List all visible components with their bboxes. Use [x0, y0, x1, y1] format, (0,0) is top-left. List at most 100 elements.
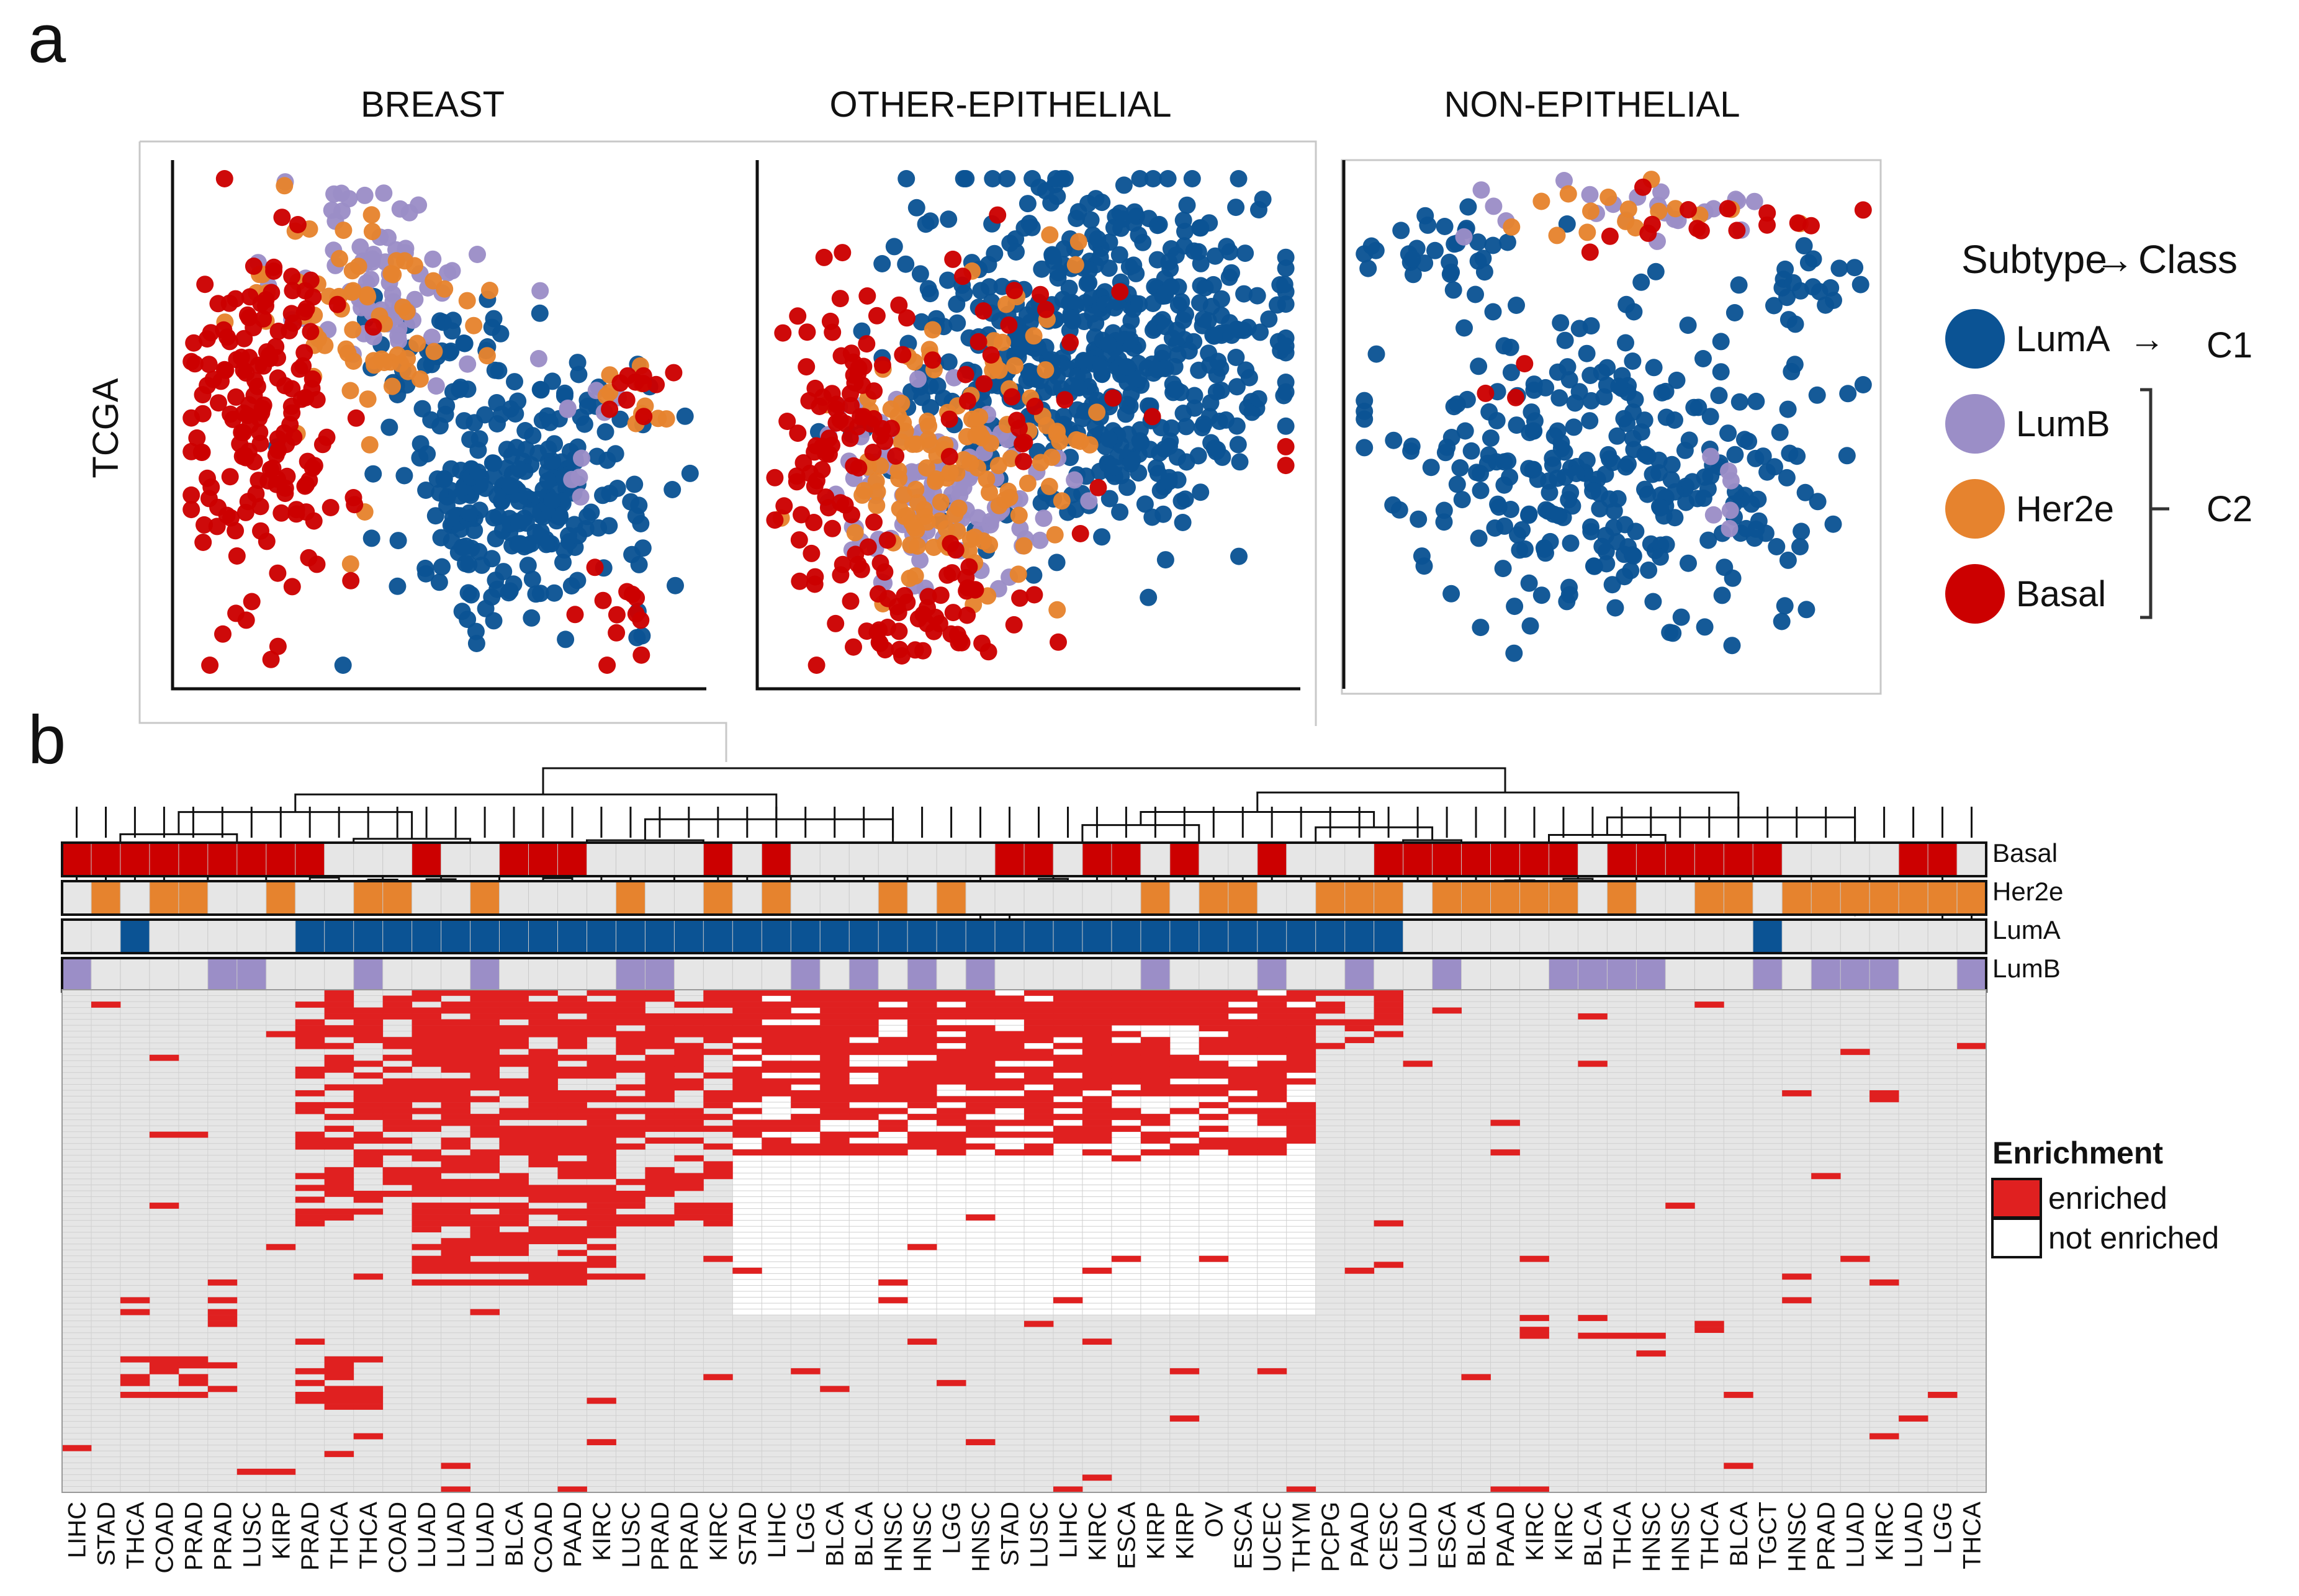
- heatmap-cell-enriched: [878, 1126, 908, 1132]
- anno-cell-lumb: [615, 957, 646, 992]
- heatmap-cell-enriched: [616, 1060, 646, 1067]
- point-basal: [618, 391, 636, 409]
- point-basal: [1056, 391, 1074, 409]
- point-basal: [858, 287, 876, 305]
- heatmap-cell-enriched: [266, 1244, 296, 1250]
- heatmap-cell-enriched: [762, 1049, 791, 1056]
- heatmap-cell-enriched: [412, 995, 441, 1002]
- point-luma: [569, 572, 587, 590]
- point-luma: [1163, 329, 1181, 347]
- point-luma: [1194, 419, 1211, 437]
- heatmap-cell-enriched: [1053, 1297, 1083, 1304]
- heatmap-cell-enriched: [966, 1126, 996, 1132]
- point-luma: [511, 535, 529, 553]
- enrichment-label-enriched: enriched: [2048, 1181, 2167, 1216]
- point-her2e: [1037, 361, 1055, 379]
- point-basal: [956, 365, 974, 383]
- anno-cell-her2e: [1752, 881, 1783, 915]
- heatmap-cell-enriched: [1024, 1002, 1054, 1008]
- point-basal: [831, 290, 849, 308]
- anno-cell-her2e: [295, 881, 325, 915]
- point-basal: [842, 397, 860, 415]
- point-luma: [1230, 170, 1248, 187]
- heatmap-cell-enriched: [1140, 1037, 1171, 1043]
- column-label: KIRC: [1550, 1502, 1578, 1561]
- heatmap-cell-enriched: [1082, 1019, 1112, 1026]
- point-luma: [1581, 412, 1599, 430]
- heatmap-cell-enriched: [470, 1155, 500, 1162]
- heatmap-cell-enriched: [295, 1143, 325, 1150]
- point-luma: [1206, 247, 1224, 265]
- point-basal: [295, 344, 313, 362]
- heatmap-cell-enriched: [1344, 1025, 1375, 1031]
- point-lumb: [559, 399, 577, 417]
- point-luma: [1712, 363, 1730, 381]
- heatmap-cell-enriched: [441, 1042, 470, 1049]
- point-basal: [283, 404, 301, 422]
- point-basal: [766, 468, 784, 486]
- heatmap-cell-enriched: [645, 1019, 675, 1026]
- point-luma: [1192, 254, 1210, 272]
- point-luma: [416, 357, 434, 375]
- point-luma: [1367, 345, 1385, 363]
- point-luma: [398, 376, 416, 394]
- column-label: ESCA: [1434, 1502, 1461, 1569]
- heatmap-cell-enriched: [907, 1049, 937, 1056]
- point-basal: [233, 447, 251, 465]
- heatmap-cell-enriched: [1140, 1019, 1171, 1026]
- heatmap-cell-enriched: [645, 1013, 675, 1020]
- anno-cell-luma: [1781, 919, 1812, 954]
- heatmap-cell-enriched: [412, 1220, 441, 1227]
- point-her2e: [999, 482, 1017, 500]
- heatmap-cell-enriched: [1578, 1332, 1608, 1339]
- heatmap-cell-enriched: [1082, 1042, 1112, 1049]
- point-luma: [551, 506, 569, 524]
- heatmap-cell-enriched: [820, 1007, 850, 1014]
- panel-label-b: b: [28, 702, 66, 778]
- point-luma: [1118, 478, 1136, 496]
- point-luma: [1730, 276, 1748, 294]
- heatmap-cell-enriched: [528, 1007, 558, 1014]
- heatmap-cell-enriched: [149, 1362, 179, 1369]
- heatmap-cell-enriched: [820, 1072, 850, 1079]
- heatmap-cell-enriched: [1286, 1108, 1316, 1114]
- heatmap-cell-enriched: [441, 990, 470, 996]
- heatmap-cell-enriched: [674, 1019, 704, 1026]
- heatmap-cell-enriched: [324, 1386, 354, 1392]
- point-luma: [1111, 503, 1129, 521]
- heatmap-cell-enriched: [849, 1019, 879, 1026]
- anno-cell-lumb: [528, 957, 559, 992]
- anno-cell-basal: [1140, 842, 1171, 877]
- point-luma: [461, 504, 479, 522]
- point-basal: [1014, 435, 1032, 453]
- heatmap-cell-enriched: [966, 1102, 996, 1108]
- legend-label-basal: Basal: [2016, 574, 2106, 614]
- heatmap-cell-enriched: [499, 1244, 529, 1250]
- heatmap-cell-enriched: [324, 1368, 354, 1374]
- heatmap-cell-enriched: [353, 1096, 384, 1103]
- heatmap-cell-enriched: [791, 1060, 821, 1067]
- heatmap-cell-enriched: [353, 1433, 384, 1440]
- heatmap-cell-enriched: [1140, 990, 1171, 996]
- anno-cell-lumb: [91, 957, 121, 992]
- heatmap-cell-enriched: [382, 1137, 413, 1144]
- point-luma: [1645, 359, 1663, 377]
- anno-cell-her2e: [1228, 881, 1258, 915]
- heatmap-cell-enriched: [587, 1185, 616, 1191]
- heatmap-cell-enriched: [878, 1297, 908, 1304]
- point-basal: [778, 413, 796, 430]
- heatmap-cell-enriched: [587, 1203, 616, 1209]
- point-her2e: [1025, 327, 1043, 345]
- point-her2e: [868, 496, 886, 514]
- heatmap-cell-enriched: [1257, 1066, 1287, 1073]
- heatmap-cell-enriched: [966, 1131, 996, 1138]
- point-basal: [1006, 282, 1024, 300]
- heatmap-cell-enriched: [557, 1131, 587, 1138]
- heatmap-cell-enriched: [1140, 1084, 1171, 1091]
- heatmap-cell-enriched: [499, 990, 529, 996]
- point-luma: [1710, 387, 1728, 405]
- point-basal: [791, 572, 809, 590]
- anno-cell-lumb: [878, 957, 909, 992]
- heatmap-cell-enriched: [528, 1155, 558, 1162]
- heatmap-cell-enriched: [732, 1078, 762, 1085]
